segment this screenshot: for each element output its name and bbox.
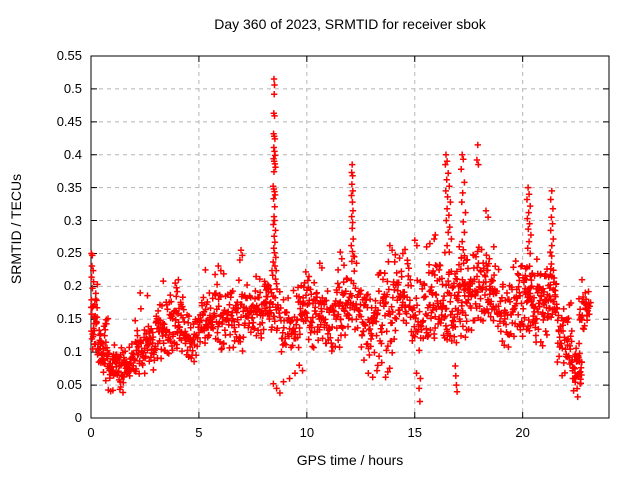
y-tick-label: 0.25 [56,245,82,261]
chart-title: Day 360 of 2023, SRMTID for receiver sbo… [214,16,486,32]
y-tick-label: 0.35 [56,179,82,195]
y-tick-label: 0.2 [63,278,82,294]
y-tick-label: 0 [74,410,82,425]
x-axis-label: GPS time / hours [296,452,404,468]
x-tick-label: 5 [195,425,203,440]
y-tick-label: 0.1 [63,344,82,360]
x-tick-label: 20 [515,425,530,440]
y-tick-label: 0.3 [63,212,82,228]
y-tick-label: 0.55 [56,48,82,63]
x-tick-label: 10 [299,425,315,440]
y-tick-label: 0.4 [63,146,82,162]
x-tick-label: 15 [407,425,422,440]
y-tick-label: 0.45 [56,113,82,129]
y-tick-label: 0.5 [63,80,82,96]
axes-border [90,55,610,419]
x-tick-label: 0 [87,425,95,440]
scatter-points [87,75,594,405]
y-tick-label: 0.15 [56,311,82,327]
y-tick-label: 0.05 [56,377,82,393]
